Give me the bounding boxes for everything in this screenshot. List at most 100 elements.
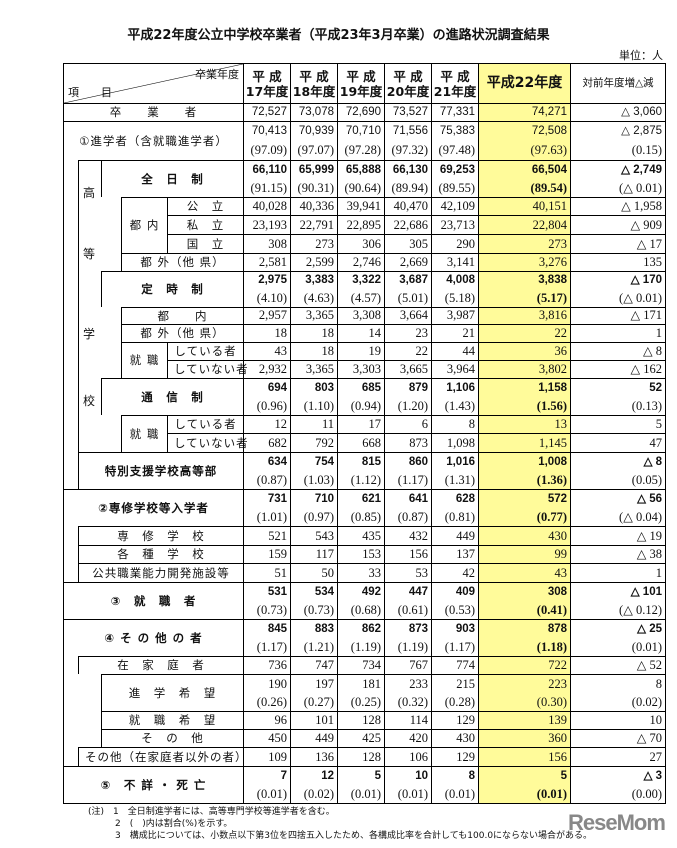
percentage: (0.01) bbox=[631, 639, 662, 654]
cell-year-2: 685 (0.94) bbox=[337, 378, 384, 415]
cell-delta: 47 bbox=[570, 433, 665, 452]
value: 7 bbox=[280, 769, 287, 782]
value: 75,383 bbox=[439, 125, 475, 137]
cell-year-1: 12 (0.02) bbox=[290, 766, 337, 803]
cell-year-2: 815 (1.12) bbox=[337, 452, 384, 489]
percentage: (0.01) bbox=[536, 786, 567, 801]
cell-year-1: 543 bbox=[290, 526, 337, 545]
value: 43 bbox=[554, 566, 568, 580]
percentage: (89.54) bbox=[530, 180, 567, 195]
cell-year-2: 3,303 bbox=[337, 360, 384, 378]
cell-current-year: 722 bbox=[478, 656, 570, 674]
cell-year-0: 845 (1.17) bbox=[243, 619, 290, 656]
cell-year-3: 3,665 bbox=[384, 360, 431, 378]
value: 27 bbox=[649, 750, 663, 764]
value: △ 25 bbox=[637, 622, 662, 635]
percentage: (0.87) bbox=[397, 509, 428, 524]
value: 77,331 bbox=[439, 106, 475, 118]
value: 3,987 bbox=[446, 308, 475, 322]
value: 23,193 bbox=[252, 218, 287, 232]
value: 449 bbox=[315, 731, 334, 745]
value: 23,713 bbox=[440, 218, 475, 232]
value: 803 bbox=[314, 381, 334, 394]
value: 878 bbox=[547, 622, 567, 635]
cell-year-1: 22,791 bbox=[290, 215, 337, 234]
value: 1,158 bbox=[538, 381, 567, 394]
value: 101 bbox=[315, 713, 334, 727]
cell-year-4: 1,016 (1.31) bbox=[431, 452, 478, 489]
value: △ 2,875 bbox=[621, 125, 662, 137]
value: 641 bbox=[408, 492, 428, 505]
value: 128 bbox=[362, 713, 381, 727]
cell-delta: △ 2,749 (△ 0.01) bbox=[570, 160, 665, 197]
high-school-char: 校 bbox=[83, 394, 96, 408]
value: 3,665 bbox=[399, 362, 428, 376]
cell-current-year: 360 bbox=[478, 729, 570, 747]
value: 70,939 bbox=[298, 125, 334, 137]
value: 8 bbox=[655, 676, 662, 691]
cell-year-1: 803 (1.10) bbox=[290, 378, 337, 415]
percentage: (0.01) bbox=[397, 786, 428, 801]
cell-year-3: 3,664 bbox=[384, 307, 431, 324]
value: 40,028 bbox=[252, 199, 287, 213]
cell-year-1: 449 bbox=[290, 729, 337, 747]
note-2: 2 ( )内は割合(%)を示す。 bbox=[88, 819, 233, 829]
percentage: (1.19) bbox=[397, 639, 428, 654]
cell-year-4: 4,008 (5.18) bbox=[431, 271, 478, 307]
percentage: (0.13) bbox=[631, 398, 662, 413]
value: 685 bbox=[361, 381, 381, 394]
value: 879 bbox=[408, 381, 428, 394]
cell-current-year: 1,158 (1.56) bbox=[478, 378, 570, 415]
value: 40,470 bbox=[393, 199, 428, 213]
cell-year-2: 14 bbox=[337, 324, 384, 342]
value: 883 bbox=[314, 622, 334, 635]
group-label: 都 内 bbox=[121, 197, 167, 253]
row-label: 在 家 庭 者 bbox=[78, 656, 243, 674]
cell-delta: △ 171 bbox=[570, 307, 665, 324]
value: 531 bbox=[267, 585, 287, 598]
row-label: していない者 bbox=[167, 433, 248, 452]
percentage: (0.77) bbox=[536, 509, 567, 524]
percentage: (0.01) bbox=[256, 786, 287, 801]
cell-year-1: 883 (1.21) bbox=[290, 619, 337, 656]
value: 128 bbox=[362, 750, 381, 764]
value: 50 bbox=[321, 566, 335, 580]
value: 305 bbox=[409, 237, 428, 251]
cell-delta: 27 bbox=[570, 747, 665, 766]
resemom-logo: ReseMom bbox=[568, 810, 666, 835]
value: 117 bbox=[315, 547, 334, 561]
value: 3,308 bbox=[352, 308, 381, 322]
cell-year-0: 66,110 (91.15) bbox=[243, 160, 290, 197]
cell-year-0: 159 bbox=[243, 545, 290, 563]
value: 51 bbox=[274, 566, 288, 580]
cell-year-0: 2,932 bbox=[243, 360, 290, 378]
value: 19 bbox=[368, 344, 382, 358]
cell-year-4: 75,383 (97.48) bbox=[431, 121, 478, 160]
cell-year-3: 10 (0.01) bbox=[384, 766, 431, 803]
cell-current-year: 3,838 (5.17) bbox=[478, 271, 570, 307]
cell-year-0: 308 bbox=[243, 234, 290, 253]
cell-current-year: 22 bbox=[478, 324, 570, 342]
value: 734 bbox=[362, 658, 381, 672]
cell-year-0: 736 bbox=[243, 656, 290, 674]
unit-label: 単位：人 bbox=[619, 49, 663, 62]
percentage: (0.05) bbox=[631, 472, 662, 487]
percentage: (0.68) bbox=[350, 602, 381, 617]
cell-year-4: 903 (1.17) bbox=[431, 619, 478, 656]
cell-year-2: 33 bbox=[337, 563, 384, 582]
row-label: 各 種 学 校 bbox=[78, 545, 243, 563]
cell-year-2: 2,746 bbox=[337, 253, 384, 271]
cell-year-1: 117 bbox=[290, 545, 337, 563]
value: 10 bbox=[415, 769, 428, 782]
cell-year-1: 136 bbox=[290, 747, 337, 766]
cell-year-1: 18 bbox=[290, 324, 337, 342]
page-title: 平成22年度公立中学校卒業者（平成23年3月卒業）の進路状況調査結果 bbox=[127, 28, 550, 43]
cell-year-1: 3,365 bbox=[290, 307, 337, 324]
row-label: 私 立 bbox=[167, 215, 243, 234]
cell-delta: 5 bbox=[570, 415, 665, 433]
cell-year-1: 197 (0.27) bbox=[290, 674, 337, 711]
percentage: (4.10) bbox=[256, 290, 287, 305]
percentage: (1.17) bbox=[256, 639, 287, 654]
percentage: (90.64) bbox=[344, 180, 381, 195]
value: 40,151 bbox=[532, 199, 567, 213]
